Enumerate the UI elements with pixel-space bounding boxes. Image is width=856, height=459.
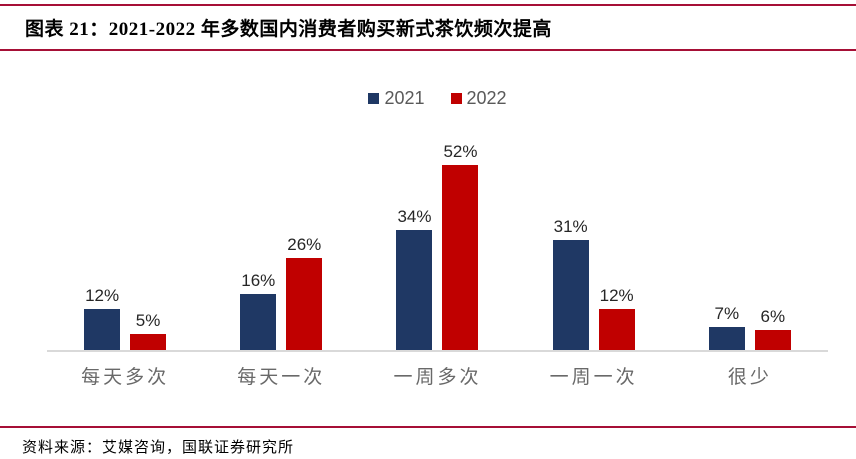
bar-value-label: 26% bbox=[287, 235, 322, 255]
bar-2021 bbox=[84, 308, 121, 352]
bar-2021 bbox=[396, 229, 433, 352]
bar-value-label: 7% bbox=[714, 303, 740, 323]
legend-label-2022: 2022 bbox=[466, 88, 507, 108]
bar-wrap-2021: 31% bbox=[552, 217, 589, 352]
bar-wrap-2022: 52% bbox=[442, 141, 479, 352]
bar-2021 bbox=[708, 326, 745, 352]
bar-value-label: 16% bbox=[241, 271, 276, 291]
bar-group: 12% 5% bbox=[47, 134, 203, 352]
source-note: 资料来源：艾媒咨询，国联证券研究所 bbox=[22, 438, 295, 456]
bar-2021 bbox=[240, 294, 277, 352]
bar-wrap-2021: 34% bbox=[396, 206, 433, 352]
bar-group: 16% 26% bbox=[203, 134, 359, 352]
category-label: 一周多次 bbox=[393, 366, 482, 388]
title-rule-top bbox=[0, 4, 856, 6]
bar-wrap-2021: 7% bbox=[708, 303, 745, 352]
category-label: 每天一次 bbox=[237, 366, 326, 388]
bar-value-label: 6% bbox=[760, 307, 786, 327]
bar-2022 bbox=[286, 258, 323, 352]
footer-rule bbox=[0, 426, 856, 428]
legend-item-2021: 2021 bbox=[368, 88, 425, 108]
x-axis-line bbox=[47, 350, 828, 352]
bar-value-label: 12% bbox=[85, 285, 120, 305]
bar-wrap-2021: 12% bbox=[84, 285, 121, 352]
bar-wrap-2022: 12% bbox=[598, 285, 635, 352]
bar-value-label: 34% bbox=[397, 206, 432, 226]
bar-2022 bbox=[754, 330, 791, 352]
title-rule-bottom bbox=[0, 49, 856, 51]
bar-value-label: 12% bbox=[599, 285, 634, 305]
chart-title: 图表 21：2021-2022 年多数国内消费者购买新式茶饮频次提高 bbox=[25, 19, 552, 40]
category-label: 很少 bbox=[727, 366, 772, 388]
bar-group: 31% 12% bbox=[516, 134, 672, 352]
bar-group: 34% 52% bbox=[359, 134, 515, 352]
legend-swatch-2021 bbox=[368, 92, 380, 104]
bar-wrap-2022: 6% bbox=[754, 307, 791, 352]
bar-wrap-2022: 26% bbox=[286, 235, 323, 352]
plot-area: 12% 5% 16% 26% 34% 52% 31% 12% 7% 6% bbox=[47, 134, 828, 352]
bar-2022 bbox=[442, 164, 479, 352]
bar-2022 bbox=[598, 308, 635, 352]
legend-item-2022: 2022 bbox=[450, 88, 507, 108]
bar-wrap-2021: 16% bbox=[240, 271, 277, 352]
legend: 2021 2022 bbox=[47, 89, 828, 107]
bar-group: 7% 6% bbox=[672, 134, 828, 352]
bar-2021 bbox=[552, 240, 589, 352]
legend-label-2021: 2021 bbox=[384, 88, 425, 108]
category-label: 一周一次 bbox=[549, 366, 638, 388]
category-label: 每天多次 bbox=[81, 366, 170, 388]
bar-value-label: 31% bbox=[553, 217, 588, 237]
bar-value-label: 52% bbox=[443, 141, 478, 161]
category-axis: 每天多次 每天一次 一周多次 一周一次 很少 bbox=[47, 362, 828, 389]
bar-wrap-2022: 5% bbox=[130, 311, 167, 352]
bar-2022 bbox=[130, 334, 167, 352]
bar-value-label: 5% bbox=[135, 311, 161, 330]
legend-swatch-2022 bbox=[450, 92, 462, 104]
